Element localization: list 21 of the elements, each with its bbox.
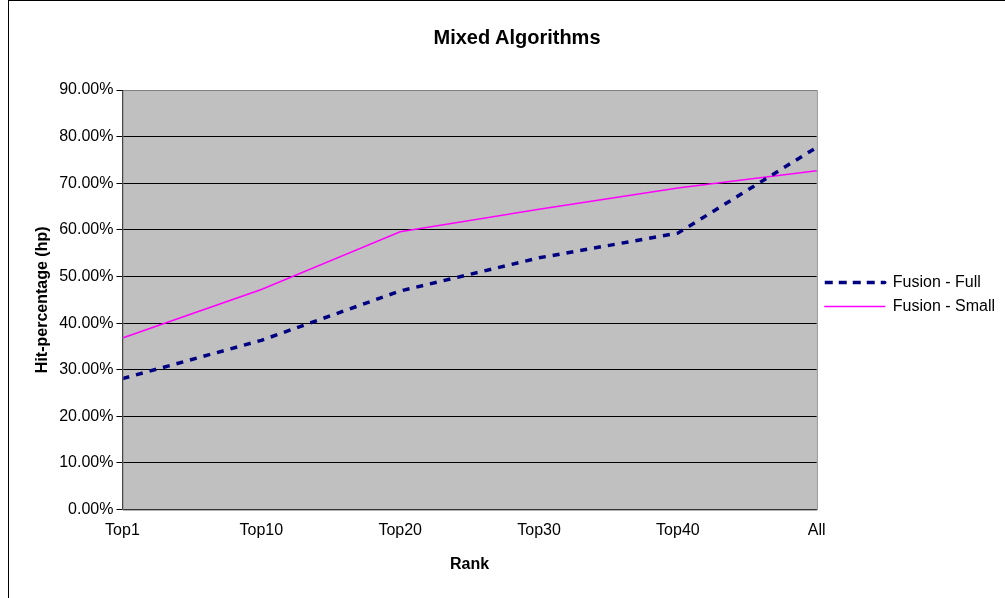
y-tick-label: 90.00%	[59, 80, 114, 98]
legend-label: Fusion - Full	[892, 272, 981, 290]
y-tick-label: 30.00%	[59, 360, 114, 378]
y-tick-label: 0.00%	[68, 500, 114, 518]
y-tick-label: 60.00%	[59, 220, 114, 238]
y-axis-title: Hit-percentage (hp)	[33, 226, 51, 374]
x-tick-label: Top10	[239, 520, 284, 538]
x-tick-label: Top30	[517, 520, 561, 538]
x-axis-title: Rank	[450, 554, 490, 572]
x-tick-label: Top1	[105, 520, 140, 538]
y-tick-label: 50.00%	[59, 266, 114, 284]
y-tick-label: 20.00%	[59, 406, 114, 424]
y-tick-label: 80.00%	[59, 127, 114, 145]
y-tick-label: 70.00%	[59, 173, 114, 191]
x-tick-label: All	[807, 520, 826, 538]
y-tick-label: 40.00%	[59, 313, 114, 331]
y-tick-label: 10.00%	[59, 453, 114, 471]
legend-label: Fusion - Small	[892, 296, 995, 314]
x-tick-label: Top40	[656, 520, 700, 538]
x-tick-label: Top20	[378, 520, 423, 538]
chart-title: Mixed Algorithms	[433, 25, 601, 48]
